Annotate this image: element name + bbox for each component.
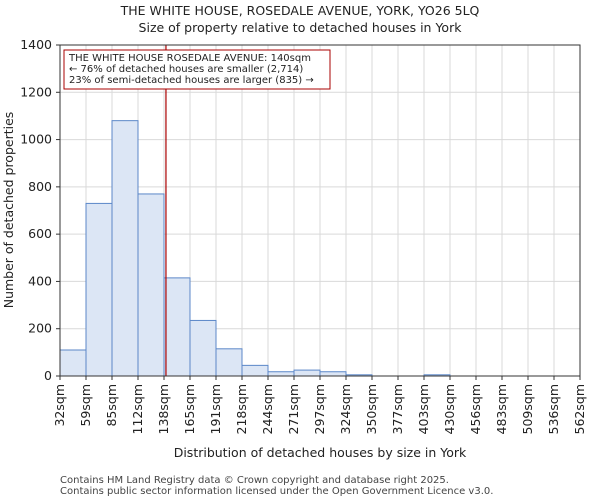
y-tick-label: 0 [44,368,52,383]
histogram-bar [267,371,295,377]
plot-frame [59,44,581,377]
histogram-bar [111,120,139,377]
histogram-bar [137,193,165,377]
x-axis-label: Distribution of detached houses by size … [174,445,467,460]
y-tick-label: 1200 [20,84,52,99]
footer-line-2: Contains public sector information licen… [60,486,493,497]
x-tick-label: 350sqm [364,384,379,434]
histogram-bar [163,277,191,377]
x-tick-label: 562sqm [572,384,587,434]
x-tick-label: 191sqm [208,384,223,434]
x-tick-label: 218sqm [234,384,249,434]
x-tick-label: 112sqm [130,384,145,434]
histogram-bar [293,369,321,377]
x-tick-label: 32sqm [52,384,67,427]
y-tick-label: 1000 [20,132,52,147]
annotation-box [63,49,331,90]
histogram-bar [85,202,113,377]
histogram-bar [59,349,87,377]
x-tick-label: 138sqm [156,384,171,434]
x-tick-label: 430sqm [442,384,457,434]
x-tick-label: 536sqm [546,384,561,434]
y-tick-label: 400 [28,273,52,288]
chart-subtitle: Size of property relative to detached ho… [139,20,463,35]
histogram-bar [319,371,347,377]
x-tick-label: 403sqm [416,384,431,434]
footer-line-1: Contains HM Land Registry data © Crown c… [60,475,449,486]
y-tick-label: 1400 [20,37,52,52]
x-tick-label: 483sqm [494,384,509,434]
chart-title: THE WHITE HOUSE, ROSEDALE AVENUE, YORK, … [120,3,480,18]
histogram-bar [215,348,243,377]
bars [59,120,451,377]
y-tick-label: 600 [28,226,52,241]
x-tick-label: 297sqm [312,384,327,434]
x-tick-label: 509sqm [520,384,535,434]
x-tick-label: 59sqm [78,384,93,427]
x-tick-label: 377sqm [390,384,405,434]
histogram-bar [241,364,269,377]
y-axis-ticks: 0 200 400 600 800 1000 1200 1400 [20,37,60,383]
x-tick-label: 271sqm [286,384,301,434]
annotation-line-1: THE WHITE HOUSE ROSEDALE AVENUE: 140sqm [68,53,311,64]
x-tick-label: 85sqm [104,384,119,427]
x-tick-label: 165sqm [182,384,197,434]
x-tick-label: 324sqm [338,384,353,434]
histogram-bar [189,319,217,377]
annotation-line-3: 23% of semi-detached houses are larger (… [69,75,314,86]
x-axis-ticks: 32sqm 59sqm 85sqm 112sqm 138sqm 165sqm 191sqm 2… [52,376,587,434]
y-tick-label: 800 [28,179,52,194]
annotation-line-2: ← 76% of detached houses are smaller (2,… [69,64,303,75]
x-tick-label: 244sqm [260,384,275,434]
x-tick-label: 456sqm [468,384,483,434]
y-tick-label: 200 [28,321,52,336]
y-axis-label: Number of detached properties [1,112,16,309]
